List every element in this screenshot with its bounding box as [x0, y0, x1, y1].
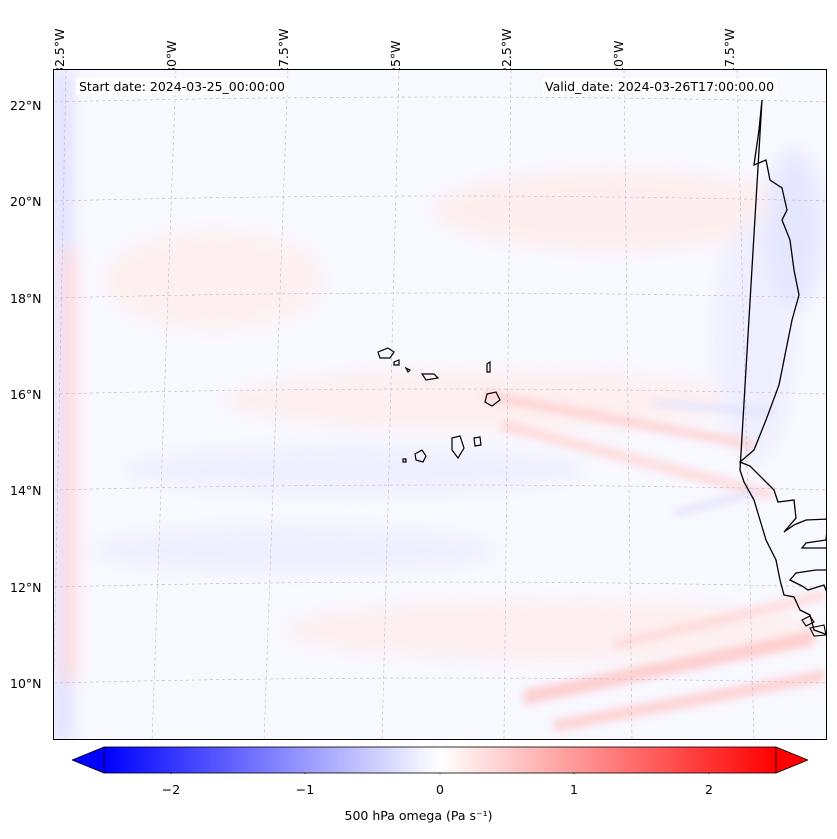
lat-label: 16°N: [10, 387, 42, 402]
omega-field: [54, 70, 826, 739]
valid-date-label: Valid_date: 2024-03-26T17:00:00.00: [542, 78, 778, 95]
colorbar-tick: 1: [570, 782, 578, 797]
colorbar-tick: −2: [161, 782, 181, 797]
lat-label: 12°N: [10, 580, 42, 595]
start-date-label: Start date: 2024-03-25_00:00:00: [76, 78, 288, 95]
lat-label: 18°N: [10, 291, 42, 306]
coastline: [738, 99, 826, 635]
lat-label: 14°N: [10, 483, 42, 498]
colorbar-min-extend: [72, 746, 105, 774]
island-outlines: [377, 347, 501, 463]
colorbar-tick: −1: [295, 782, 315, 797]
colorbar-tick: 0: [436, 782, 444, 797]
colorbar-tick: 2: [705, 782, 713, 797]
colorbar: [72, 746, 808, 774]
map-plot[interactable]: [53, 69, 827, 740]
colorbar-max-extend: [775, 746, 808, 774]
colorbar-label: 500 hPa omega (Pa s⁻¹): [344, 808, 493, 823]
lat-label: 22°N: [10, 98, 42, 113]
lat-label: 10°N: [10, 676, 42, 691]
lat-label: 20°N: [10, 194, 42, 209]
